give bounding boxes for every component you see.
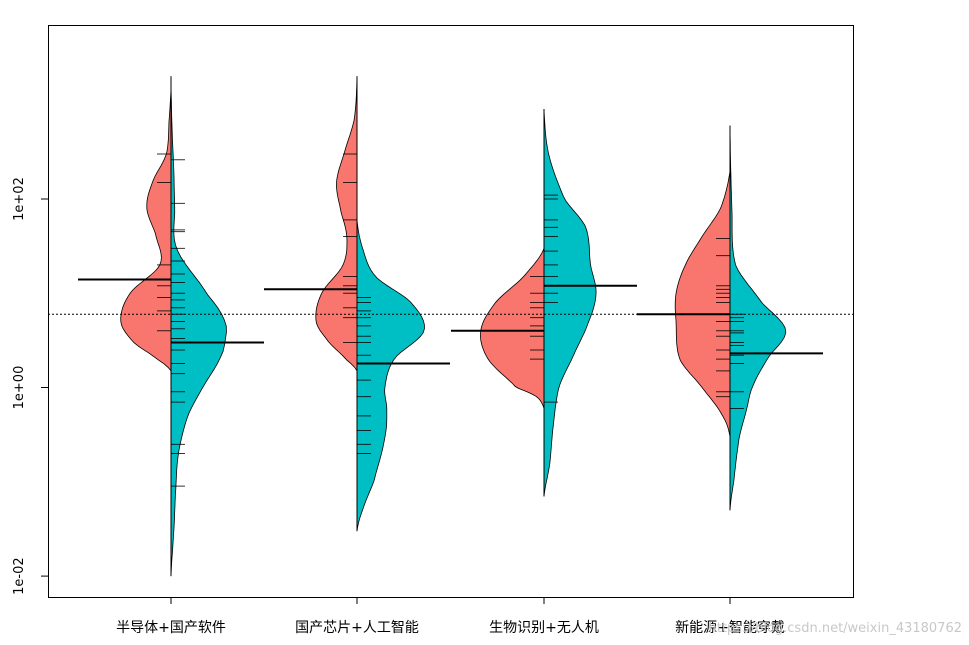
right-half-density [356, 219, 425, 532]
right-half-density [543, 108, 597, 497]
right-half-density [170, 76, 227, 577]
y-tick-label: 1e-02 [12, 557, 27, 595]
x-category-label: 半导体+国产软件 [116, 620, 226, 636]
y-tick-label: 1e+02 [12, 177, 27, 221]
left-half-density [480, 248, 545, 409]
watermark: https://blog.csdn.net/weixin_43180762 [708, 621, 962, 636]
left-half-density [120, 88, 172, 373]
bean-2 [264, 76, 450, 532]
left-half-density [674, 170, 731, 437]
bean-3 [451, 108, 637, 497]
x-category-label: 国产芯片+人工智能 [295, 620, 419, 636]
x-axis: 半导体+国产软件 国产芯片+人工智能 生物识别+无人机 新能源+智能穿戴 [116, 597, 785, 636]
y-axis: 1e-02 1e+00 1e+02 [12, 177, 48, 595]
x-category-label: 新能源+智能穿戴 [675, 620, 785, 636]
left-half-density [315, 76, 358, 373]
y-tick-label: 1e+00 [12, 366, 27, 410]
x-category-label: 生物识别+无人机 [489, 620, 599, 636]
right-half-density [729, 125, 787, 511]
bean-1 [78, 76, 264, 577]
